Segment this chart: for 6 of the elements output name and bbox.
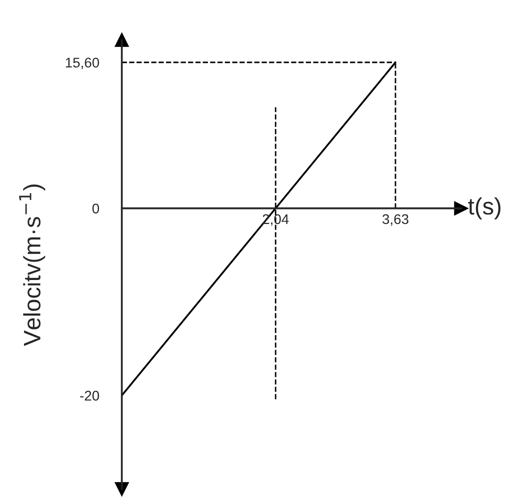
y-tick-label: -20: [80, 390, 100, 401]
y-tick-label: 15,60: [66, 58, 100, 70]
x-tick-label: 3,63: [382, 214, 408, 226]
y-tick-label: 0: [92, 204, 100, 214]
y-axis-title: Velocitv(m·s$^{−1}$): [19, 184, 46, 346]
x-axis-title: t(s): [468, 197, 500, 220]
